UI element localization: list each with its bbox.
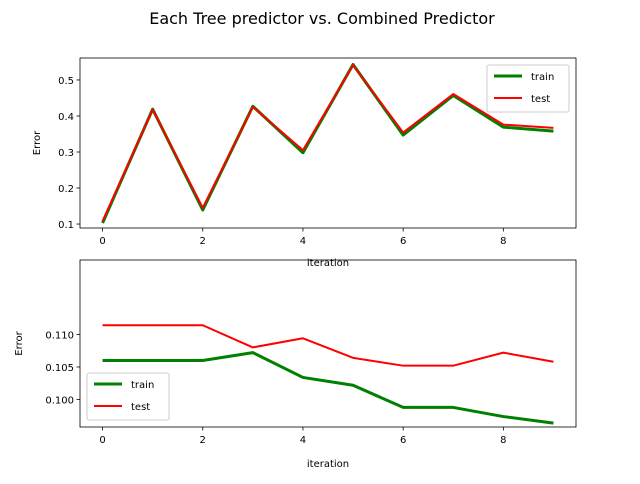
- figure-suptitle: Each Tree predictor vs. Combined Predict…: [149, 9, 495, 28]
- y-tick-label: 0.1: [58, 220, 74, 231]
- series-line-train: [102, 351, 554, 425]
- x-tick-label: 4: [300, 236, 306, 247]
- x-tick-label: 2: [200, 435, 206, 446]
- y-tick-label: 0.110: [45, 330, 74, 341]
- series-line-test: [101, 64, 554, 222]
- axes-frame: [79, 259, 577, 428]
- x-tick-label: 4: [300, 435, 306, 446]
- legend-label-train: train: [531, 72, 554, 83]
- x-tick-label: 2: [200, 236, 206, 247]
- x-axis-label: iteration: [307, 258, 349, 269]
- y-axis-label: Error: [32, 130, 43, 155]
- series-line-test: [102, 324, 554, 367]
- legend-box: [86, 372, 170, 421]
- subplot-1: 0 2 4 6 80.10.20.30.40.5iterationErrortraint…: [32, 57, 577, 269]
- legend-label-test: test: [531, 94, 550, 105]
- y-axis-label: Error: [14, 330, 25, 355]
- legend-box: [486, 64, 570, 113]
- x-tick-label: 8: [500, 236, 506, 247]
- y-tick-label: 0.2: [58, 184, 74, 195]
- legend-label-test: test: [131, 402, 150, 413]
- x-axis-label: iteration: [307, 459, 349, 470]
- y-tick-label: 0.100: [45, 396, 74, 407]
- x-tick-label: 6: [400, 435, 406, 446]
- x-tick-label: 6: [400, 236, 406, 247]
- x-tick-label: 8: [500, 435, 506, 446]
- legend-label-train: train: [131, 380, 154, 391]
- x-tick-label: 0: [99, 435, 105, 446]
- x-tick-label: 0: [99, 236, 105, 247]
- subplot-2: 0 2 4 6 80.1000.1050.110iterationErrortraint…: [14, 259, 577, 470]
- y-tick-label: 0.105: [45, 363, 74, 374]
- y-tick-label: 0.4: [58, 112, 74, 123]
- y-tick-label: 0.5: [58, 76, 74, 87]
- axes-frame: [79, 57, 577, 229]
- y-tick-label: 0.3: [58, 148, 74, 159]
- legend: train test: [486, 64, 570, 113]
- legend: train test: [86, 372, 170, 421]
